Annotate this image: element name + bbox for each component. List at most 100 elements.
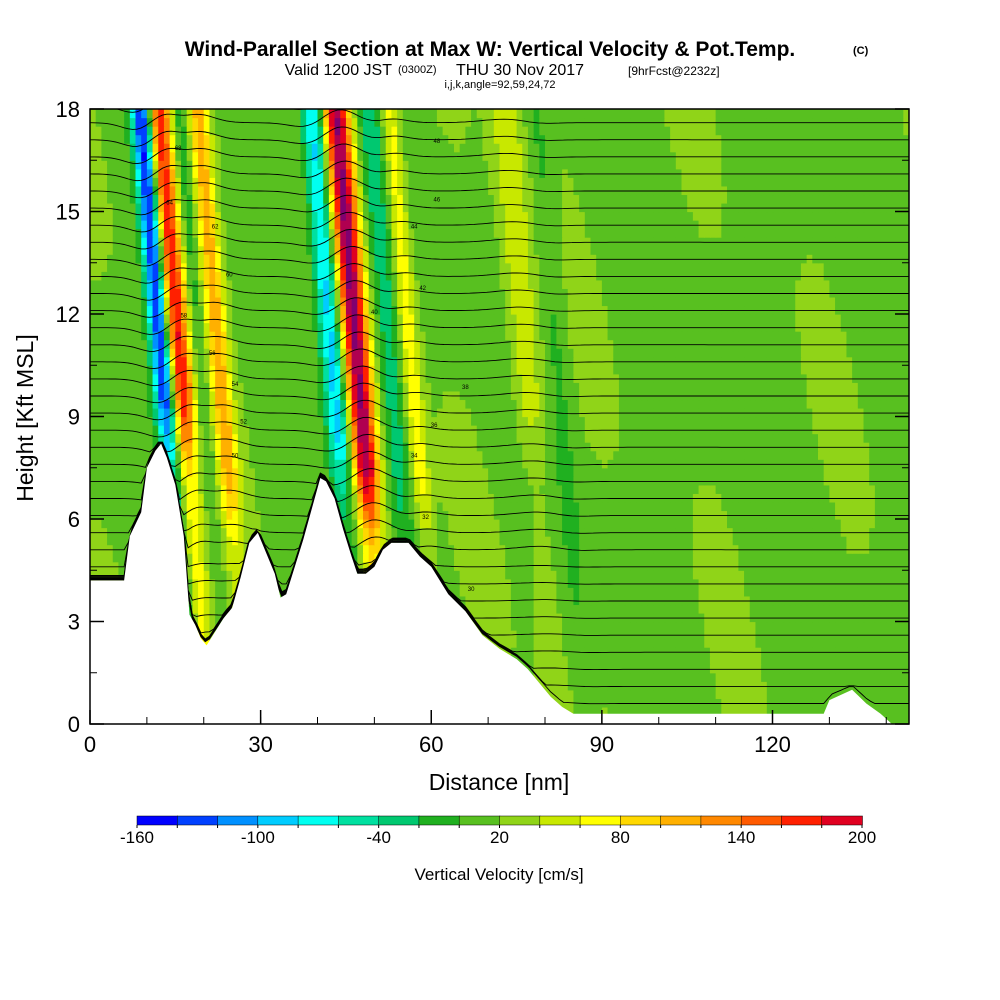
velocity-cell: [363, 501, 370, 512]
velocity-cell: [653, 501, 660, 512]
velocity-cell: [277, 459, 284, 469]
velocity-cell: [744, 706, 751, 717]
velocity-cell: [641, 476, 648, 486]
velocity-cell: [835, 536, 842, 546]
velocity-cell: [670, 467, 677, 477]
velocity-cell: [334, 425, 341, 435]
velocity-cell: [539, 510, 546, 520]
velocity-cell: [664, 570, 671, 580]
velocity-cell: [738, 501, 745, 512]
velocity-cell: [357, 467, 364, 477]
velocity-cell: [795, 612, 802, 623]
velocity-cell: [664, 553, 671, 563]
velocity-cell: [596, 587, 603, 597]
velocity-cell: [459, 425, 466, 435]
velocity-cell: [846, 630, 853, 640]
velocity-cell: [778, 442, 785, 452]
velocity-cell: [471, 467, 478, 477]
velocity-cell: [812, 578, 819, 588]
velocity-cell: [886, 553, 893, 563]
velocity-cell: [448, 433, 455, 443]
velocity-cell: [209, 604, 216, 614]
velocity-cell: [624, 459, 631, 469]
velocity-cell: [351, 467, 358, 477]
velocity-cell: [186, 510, 193, 520]
velocity-cell: [732, 604, 739, 614]
velocity-cell: [118, 493, 125, 503]
velocity-cell: [510, 433, 518, 443]
velocity-cell: [596, 655, 603, 665]
velocity-cell: [107, 527, 114, 537]
velocity-cell: [829, 536, 836, 546]
velocity-cell: [641, 561, 648, 571]
velocity-cell: [545, 655, 552, 665]
velocity-cell: [795, 647, 802, 657]
velocity-cell: [806, 476, 813, 486]
velocity-cell: [243, 527, 250, 537]
velocity-cell: [783, 630, 791, 640]
velocity-cell: [237, 459, 245, 469]
velocity-cell: [886, 647, 893, 657]
velocity-cell: [812, 638, 819, 648]
velocity-cell: [107, 476, 114, 486]
velocity-cell: [425, 510, 432, 520]
velocity-cell: [692, 706, 700, 717]
velocity-cell: [647, 647, 654, 657]
velocity-cell: [744, 501, 751, 512]
velocity-cell: [516, 467, 523, 477]
velocity-cell: [658, 467, 666, 477]
velocity-cell: [545, 442, 552, 452]
velocity-cell: [806, 621, 813, 631]
velocity-cell: [306, 476, 313, 486]
velocity-cell: [408, 501, 415, 512]
velocity-cell: [641, 689, 648, 699]
velocity-cell: [374, 544, 381, 554]
velocity-cell: [203, 425, 211, 435]
velocity-cell: [300, 467, 307, 477]
velocity-cell: [835, 681, 842, 691]
velocity-cell: [254, 450, 262, 460]
velocity-cell: [533, 484, 540, 494]
velocity-cell: [345, 433, 353, 443]
velocity-cell: [596, 484, 603, 494]
velocity-cell: [766, 698, 774, 708]
velocity-cell: [527, 425, 535, 435]
velocity-cell: [823, 553, 830, 563]
velocity-cell: [590, 510, 597, 520]
velocity-cell: [692, 459, 700, 469]
velocity-cell: [630, 570, 637, 580]
velocity-cell: [846, 501, 853, 512]
velocity-cell: [732, 433, 739, 443]
velocity-cell: [431, 476, 438, 486]
velocity-cell: [755, 647, 762, 657]
velocity-cell: [630, 587, 637, 597]
velocity-cell: [129, 484, 137, 494]
velocity-cell: [835, 484, 842, 494]
velocity-cell: [357, 493, 364, 503]
velocity-cell: [766, 570, 774, 580]
velocity-cell: [812, 655, 819, 665]
velocity-cell: [101, 544, 108, 554]
velocity-cell: [499, 467, 506, 477]
velocity-cell: [220, 493, 228, 503]
velocity-cell: [687, 442, 694, 452]
velocity-cell: [863, 553, 870, 563]
velocity-cell: [476, 544, 484, 554]
velocity-cell: [545, 647, 552, 657]
velocity-cell: [886, 587, 893, 597]
velocity-cell: [624, 630, 631, 640]
velocity-cell: [613, 544, 620, 554]
velocity-cell: [675, 493, 683, 503]
velocity-cell: [272, 467, 279, 477]
velocity-cell: [459, 467, 466, 477]
velocity-cell: [118, 467, 125, 477]
velocity-cell: [800, 672, 808, 682]
velocity-cell: [732, 689, 739, 699]
velocity-cell: [522, 587, 529, 597]
velocity-cell: [289, 459, 296, 469]
velocity-cell: [584, 536, 592, 546]
velocity-cell: [698, 527, 705, 537]
velocity-cell: [220, 561, 228, 571]
velocity-cell: [880, 442, 887, 452]
velocity-cell: [254, 519, 262, 529]
